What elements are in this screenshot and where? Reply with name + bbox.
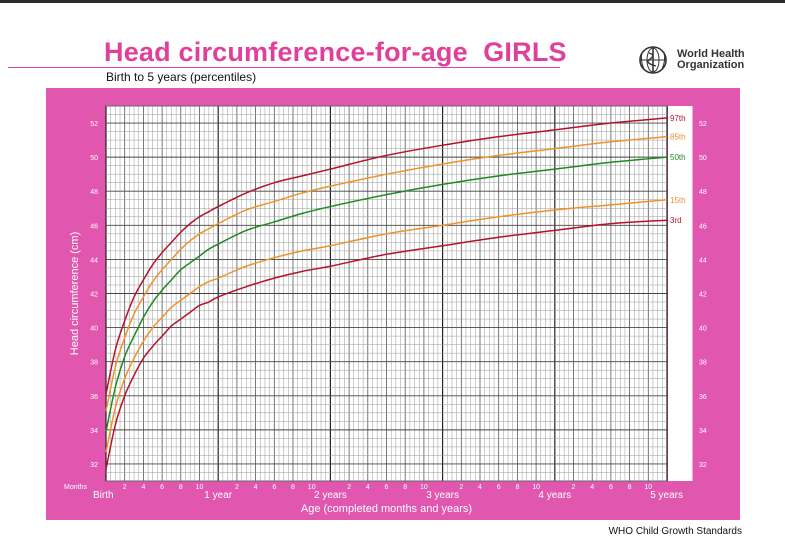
x-month-tick-label: 4 xyxy=(254,484,258,491)
y-tick-label-right: 44 xyxy=(699,257,707,264)
y-tick-label-left: 32 xyxy=(90,462,98,469)
y-tick-label-right: 42 xyxy=(699,292,707,299)
percentile-line-4 xyxy=(105,135,668,412)
percentile-label-strip xyxy=(668,106,692,481)
y-tick-label-right: 34 xyxy=(699,428,707,435)
x-month-tick-label: 4 xyxy=(478,484,482,491)
x-month-tick-label: 4 xyxy=(141,484,145,491)
x-month-tick-label: 10 xyxy=(532,484,540,491)
y-tick-label-left: 52 xyxy=(90,121,98,128)
chart-subtitle: Birth to 5 years (percentiles) xyxy=(106,70,257,84)
y-tick-label-right: 40 xyxy=(699,326,707,333)
y-tick-label-left: 46 xyxy=(90,223,98,230)
x-month-tick-label: 8 xyxy=(403,484,407,491)
percentile-label-5: 97th xyxy=(670,114,686,123)
percentile-label-2: 15th xyxy=(670,196,686,205)
y-axis-label: Head circumference (cm) xyxy=(69,232,81,355)
y-tick-label-right: 50 xyxy=(699,155,707,162)
x-month-tick-label: 8 xyxy=(179,484,183,491)
percentile-line-1 xyxy=(105,219,668,470)
y-tick-label-right: 46 xyxy=(699,223,707,230)
footer-source: WHO Child Growth Standards xyxy=(608,526,742,537)
percentile-label-1: 3rd xyxy=(670,216,682,225)
percentile-line-3 xyxy=(105,156,668,432)
x-year-tick-label: 4 years xyxy=(538,490,571,501)
x-year-tick-label: 2 years xyxy=(314,490,347,501)
x-month-tick-label: 2 xyxy=(459,484,463,491)
y-tick-label-left: 48 xyxy=(90,189,98,196)
percentile-line-5 xyxy=(105,117,668,395)
y-tick-label-left: 50 xyxy=(90,155,98,162)
org-line-2: Organization xyxy=(677,59,745,71)
x-year-tick-label: 5 years xyxy=(650,490,683,501)
y-tick-label-left: 42 xyxy=(90,292,98,299)
chart-panel: 32 32 34 34 36 36 38 38 40 40 42 42 44 44 46 46 48 48 50 50… xyxy=(46,88,740,520)
y-tick-label-right: 52 xyxy=(699,121,707,128)
org-line-1: World Health xyxy=(677,48,745,60)
top-border xyxy=(0,0,785,3)
y-tick-label-right: 48 xyxy=(699,189,707,196)
x-year-tick-label: 1 year xyxy=(204,490,232,501)
x-month-tick-label: 2 xyxy=(123,484,127,491)
x-year-tick-label: 3 years xyxy=(426,490,459,501)
x-year-tick-label: Birth xyxy=(93,490,114,501)
y-tick-label-right: 38 xyxy=(699,360,707,367)
x-month-tick-label: 2 xyxy=(347,484,351,491)
x-month-tick-label: 8 xyxy=(628,484,632,491)
y-tick-label-left: 36 xyxy=(90,394,98,401)
x-month-tick-label: 6 xyxy=(385,484,389,491)
x-month-tick-label: 6 xyxy=(609,484,613,491)
percentile-label-3: 50th xyxy=(670,153,686,162)
x-month-tick-label: 10 xyxy=(644,484,652,491)
chart-title: Head circumference-for-age GIRLS xyxy=(104,37,567,67)
x-month-tick-label: 2 xyxy=(572,484,576,491)
x-month-tick-label: 8 xyxy=(291,484,295,491)
x-axis-label: Age (completed months and years) xyxy=(301,503,472,515)
y-tick-label-right: 36 xyxy=(699,394,707,401)
x-month-tick-label: 6 xyxy=(272,484,276,491)
x-month-tick-label: 6 xyxy=(497,484,501,491)
y-tick-label-left: 38 xyxy=(90,360,98,367)
x-month-tick-label: 8 xyxy=(515,484,519,491)
y-tick-label-left: 34 xyxy=(90,428,98,435)
who-org-name: World Health Organization xyxy=(677,49,745,71)
x-month-tick-label: 10 xyxy=(308,484,316,491)
who-emblem-icon xyxy=(639,46,667,74)
percentile-label-4: 85th xyxy=(670,133,686,142)
percentile-line-2 xyxy=(105,199,668,453)
x-month-tick-label: 4 xyxy=(590,484,594,491)
y-tick-label-left: 40 xyxy=(90,326,98,333)
title-underline xyxy=(8,67,560,68)
y-tick-label-left: 44 xyxy=(90,257,98,264)
months-label: Months xyxy=(64,484,87,491)
x-month-tick-label: 6 xyxy=(160,484,164,491)
y-tick-label-right: 32 xyxy=(699,462,707,469)
who-logo-block: World Health Organization xyxy=(638,45,758,75)
x-month-tick-label: 10 xyxy=(420,484,428,491)
x-month-tick-label: 2 xyxy=(235,484,239,491)
x-month-tick-label: 10 xyxy=(196,484,204,491)
x-month-tick-label: 4 xyxy=(366,484,370,491)
